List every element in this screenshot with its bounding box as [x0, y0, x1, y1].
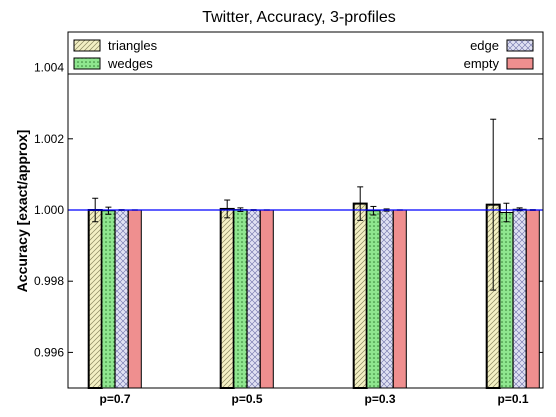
bar-wedges	[101, 210, 116, 389]
legend: triangles wedges edge empty	[67, 31, 544, 75]
bar-empty	[127, 209, 142, 389]
bar-wedges	[233, 209, 248, 389]
error-bar-triangles	[224, 199, 231, 219]
y-axis-label: Accuracy [exact/approx]	[14, 130, 30, 293]
y-tick-label: 0.996	[34, 345, 64, 359]
error-bar-triangles	[490, 118, 497, 291]
x-ticks: p=0.7 p=0.5 p=0.3 p=0.1	[99, 392, 528, 406]
error-bar-wedges	[370, 205, 377, 216]
bar-empty	[259, 209, 274, 389]
legend-label-triangles: triangles	[108, 38, 158, 53]
legend-swatch-triangles	[73, 39, 101, 52]
legend-label-edge: edge	[470, 38, 499, 53]
x-tick-label: p=0.7	[99, 392, 130, 406]
bar-wedges	[499, 211, 514, 389]
error-bar-wedges	[105, 206, 112, 215]
y-ticks: 0.996 0.998 1.000 1.002 1.004	[34, 61, 543, 359]
x-tick-label: p=0.1	[497, 392, 528, 406]
y-tick-label: 1.002	[34, 132, 64, 146]
bar-triangles	[352, 202, 368, 389]
legend-swatch-empty	[506, 57, 534, 70]
error-bar-triangles	[357, 186, 364, 221]
legend-box	[67, 31, 544, 75]
legend-swatch-edge	[506, 39, 534, 52]
bar-edge	[246, 209, 261, 389]
y-tick-label: 0.998	[34, 274, 64, 288]
legend-swatch-wedges	[73, 57, 101, 70]
bar-triangles	[87, 209, 103, 389]
bars	[87, 202, 540, 389]
y-tick-label: 1.000	[34, 203, 64, 217]
error-bars	[92, 118, 536, 291]
legend-label-wedges: wedges	[107, 56, 153, 71]
error-bar-wedges	[503, 202, 510, 223]
bar-empty	[392, 209, 407, 389]
bar-empty	[525, 209, 540, 389]
bar-wedges	[366, 210, 381, 389]
x-tick-label: p=0.3	[364, 392, 395, 406]
legend-label-empty: empty	[464, 56, 500, 71]
chart-title: Twitter, Accuracy, 3-profiles	[202, 9, 396, 26]
bar-edge	[114, 209, 129, 389]
bar-triangles	[219, 207, 235, 389]
bar-edge	[379, 209, 394, 389]
bar-edge	[512, 208, 527, 389]
x-tick-label: p=0.5	[231, 392, 262, 406]
y-tick-label: 1.004	[34, 61, 64, 75]
